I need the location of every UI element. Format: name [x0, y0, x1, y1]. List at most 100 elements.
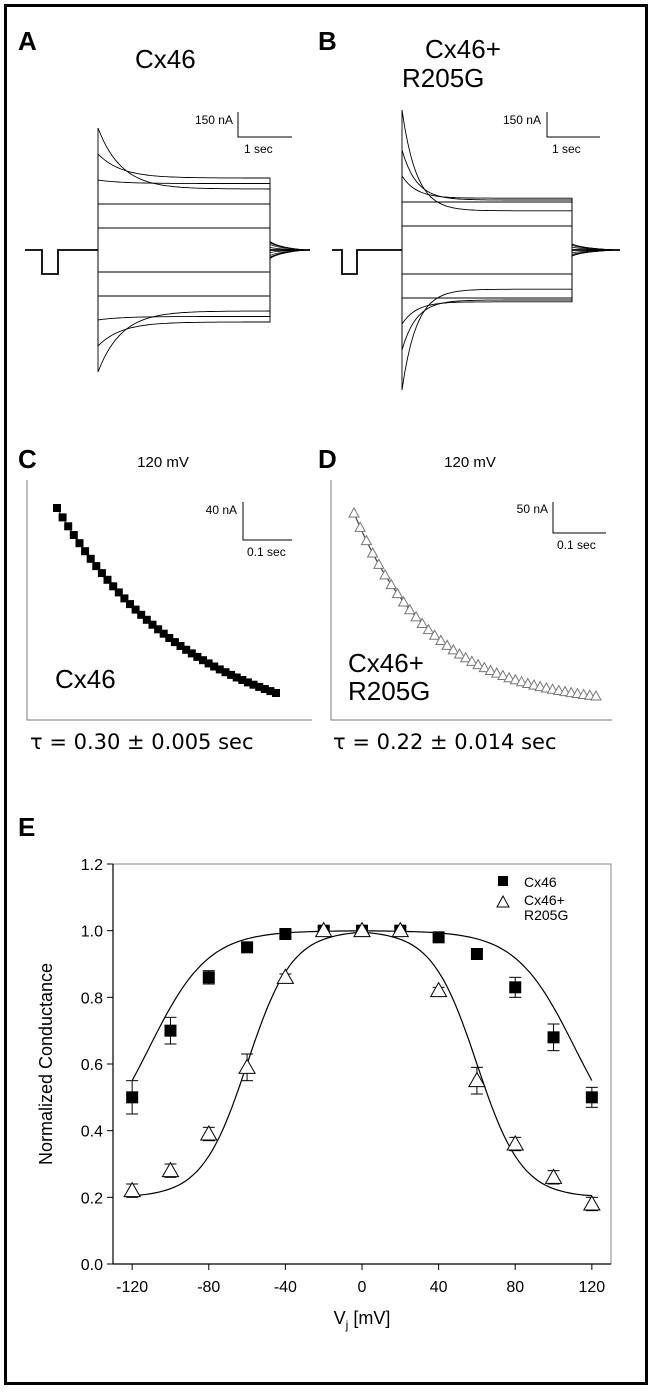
- panel-e-point-square: [509, 981, 522, 994]
- panel-e-x-tick-label: -80: [197, 1279, 220, 1296]
- panel-d-point: [515, 675, 528, 687]
- panel-d-point: [410, 610, 422, 622]
- panel-e-point-square: [470, 948, 483, 960]
- panel-d-point: [521, 677, 534, 688]
- panel-d-point: [360, 534, 373, 546]
- panel-a-trace-pos-5: [97, 127, 271, 250]
- panel-c-data: [53, 504, 280, 697]
- panel-a: A Cx46 150 nA 1 sec: [18, 26, 310, 373]
- panel-d-point: [435, 634, 447, 645]
- panel-a-trace-neg-1: [97, 250, 271, 273]
- panel-d-point: [453, 647, 466, 659]
- panel-e-point-triangle: [276, 968, 295, 984]
- panel-e-x-tick-label: 0: [358, 1279, 367, 1296]
- panel-c-point: [92, 562, 101, 571]
- panel-d-point: [403, 603, 416, 615]
- panel-c-point: [126, 600, 134, 609]
- panel-b-trace-neg-5: [401, 250, 573, 391]
- panel-d-axes: [330, 480, 612, 721]
- panel-d-point: [385, 578, 398, 590]
- panel-a-scale-lines: [237, 112, 292, 138]
- panel-b-trace-neg-4: [401, 250, 573, 351]
- panel-d-label-line2: R205G: [348, 676, 430, 706]
- panel-b-scale-lines: [546, 112, 600, 138]
- panel-e-chart: -120 -80 -40 0 40 80 120 0.0 0.2 0.4 0.6 0.8 1.0 1.2 V…: [36, 857, 612, 1332]
- panel-d-data: [348, 506, 602, 701]
- panel-e-point-triangle: [238, 1058, 256, 1074]
- panel-a-trace-neg-2: [97, 250, 271, 297]
- panel-c-point: [232, 673, 241, 682]
- panel-a-trace-pos-2: [97, 203, 271, 250]
- panel-d-scale-current: 50 nA: [517, 502, 548, 516]
- panel-d-point: [391, 587, 404, 599]
- panel-e-point-square: [432, 931, 445, 944]
- panel-d-point: [416, 617, 429, 628]
- panel-d-point: [490, 667, 503, 678]
- panel-b: B Cx46+ R205G 150 nA 1 sec: [318, 26, 620, 391]
- panel-a-trace-pos-3: [97, 179, 271, 250]
- panel-e-y-axis-label: Normalized Conductance: [36, 963, 56, 1165]
- panel-e-points: [123, 921, 601, 1211]
- panel-d-scale-bar: 50 nA 0.1 sec: [517, 502, 606, 552]
- panel-a-trace-neg-5: [97, 250, 271, 373]
- panel-e-y-tick-label: 0.0: [81, 1257, 103, 1274]
- panel-e-point-triangle: [199, 1124, 218, 1141]
- panel-e-point-triangle: [506, 1134, 525, 1151]
- panel-e-point-triangle: [391, 921, 410, 938]
- panel-b-letter: B: [318, 26, 337, 56]
- panel-b-trace-neg-3: [401, 250, 573, 326]
- panel-b-baseline: [332, 249, 402, 275]
- panel-e-point-square: [279, 928, 292, 940]
- panel-d-point: [534, 680, 547, 692]
- panel-d-point: [397, 595, 410, 607]
- panel-a-trace-pos-1: [97, 227, 271, 250]
- panel-b-trace-pos-1: [401, 225, 573, 250]
- panel-a-scale-bar: 150 nA 1 sec: [195, 112, 292, 156]
- panel-c-point: [114, 588, 123, 597]
- panel-c-point: [272, 689, 280, 697]
- panel-c-point: [69, 531, 78, 539]
- panel-b-scale-bar: 150 nA 1 sec: [503, 112, 600, 156]
- panel-c-scale-time: 0.1 sec: [247, 545, 286, 559]
- panel-e-point-triangle: [544, 1168, 563, 1184]
- panel-e-y-tick-label: 0.8: [81, 990, 103, 1007]
- panel-b-title-line1: Cx46+: [425, 34, 501, 64]
- panel-b-trace-pos-3: [401, 174, 573, 250]
- panel-e-legend: Cx46 Cx46+R205G: [496, 874, 568, 923]
- panel-c-point: [260, 685, 269, 693]
- panel-c-point: [86, 554, 95, 563]
- panel-c-point: [199, 656, 207, 665]
- panel-c-point: [193, 652, 202, 661]
- panel-e-point-triangle: [161, 1161, 180, 1178]
- panel-a-trace-neg-4: [97, 250, 271, 348]
- panel-b-traces: [332, 109, 620, 391]
- panel-e-y-tick-label: 0.4: [81, 1124, 103, 1141]
- panel-e-x-tick-label: -40: [274, 1279, 297, 1296]
- panel-c-point: [170, 638, 179, 647]
- panel-e-point-triangle: [123, 1181, 142, 1198]
- panel-b-trace-neg-2: [401, 250, 573, 299]
- panel-c-point: [64, 522, 73, 531]
- panel-e-y-tick-label: 1.0: [81, 924, 103, 941]
- panel-e: E -120 -80 -40 0 40 80 120 0.0 0.2 0.4 0.6 0.8 1.0 1.…: [18, 812, 612, 1332]
- panel-d-point: [348, 506, 360, 518]
- panel-c-point: [266, 687, 275, 696]
- panel-c-point: [137, 610, 146, 619]
- panel-e-axes: -120 -80 -40 0 40 80 120 0.0 0.2 0.4 0.6 0.8 1.0 1.2 V…: [36, 857, 612, 1332]
- panel-c-point: [159, 629, 168, 638]
- panel-d-point: [528, 679, 540, 690]
- panel-c-point: [103, 575, 112, 584]
- panel-a-scale-current: 150 nA: [195, 113, 233, 127]
- panel-d-point: [484, 664, 497, 675]
- panel-c-point: [215, 665, 224, 674]
- panel-c: C 120 mV 40 nA 0.1 sec Cx46 τ = 0.30 ± 0…: [18, 444, 312, 754]
- panel-c-tau: τ = 0.30 ± 0.005 sec: [30, 730, 254, 754]
- panel-c-scale-lines: [242, 502, 292, 541]
- panel-c-point: [131, 605, 140, 614]
- panel-c-point: [182, 645, 191, 654]
- panel-c-voltage: 120 mV: [137, 454, 189, 471]
- panel-c-point: [97, 569, 106, 578]
- panel-c-point: [154, 625, 163, 634]
- panel-d-point: [366, 546, 379, 558]
- panel-d: D 120 mV 50 nA 0.1 sec Cx46+ R205G τ = 0…: [318, 444, 612, 754]
